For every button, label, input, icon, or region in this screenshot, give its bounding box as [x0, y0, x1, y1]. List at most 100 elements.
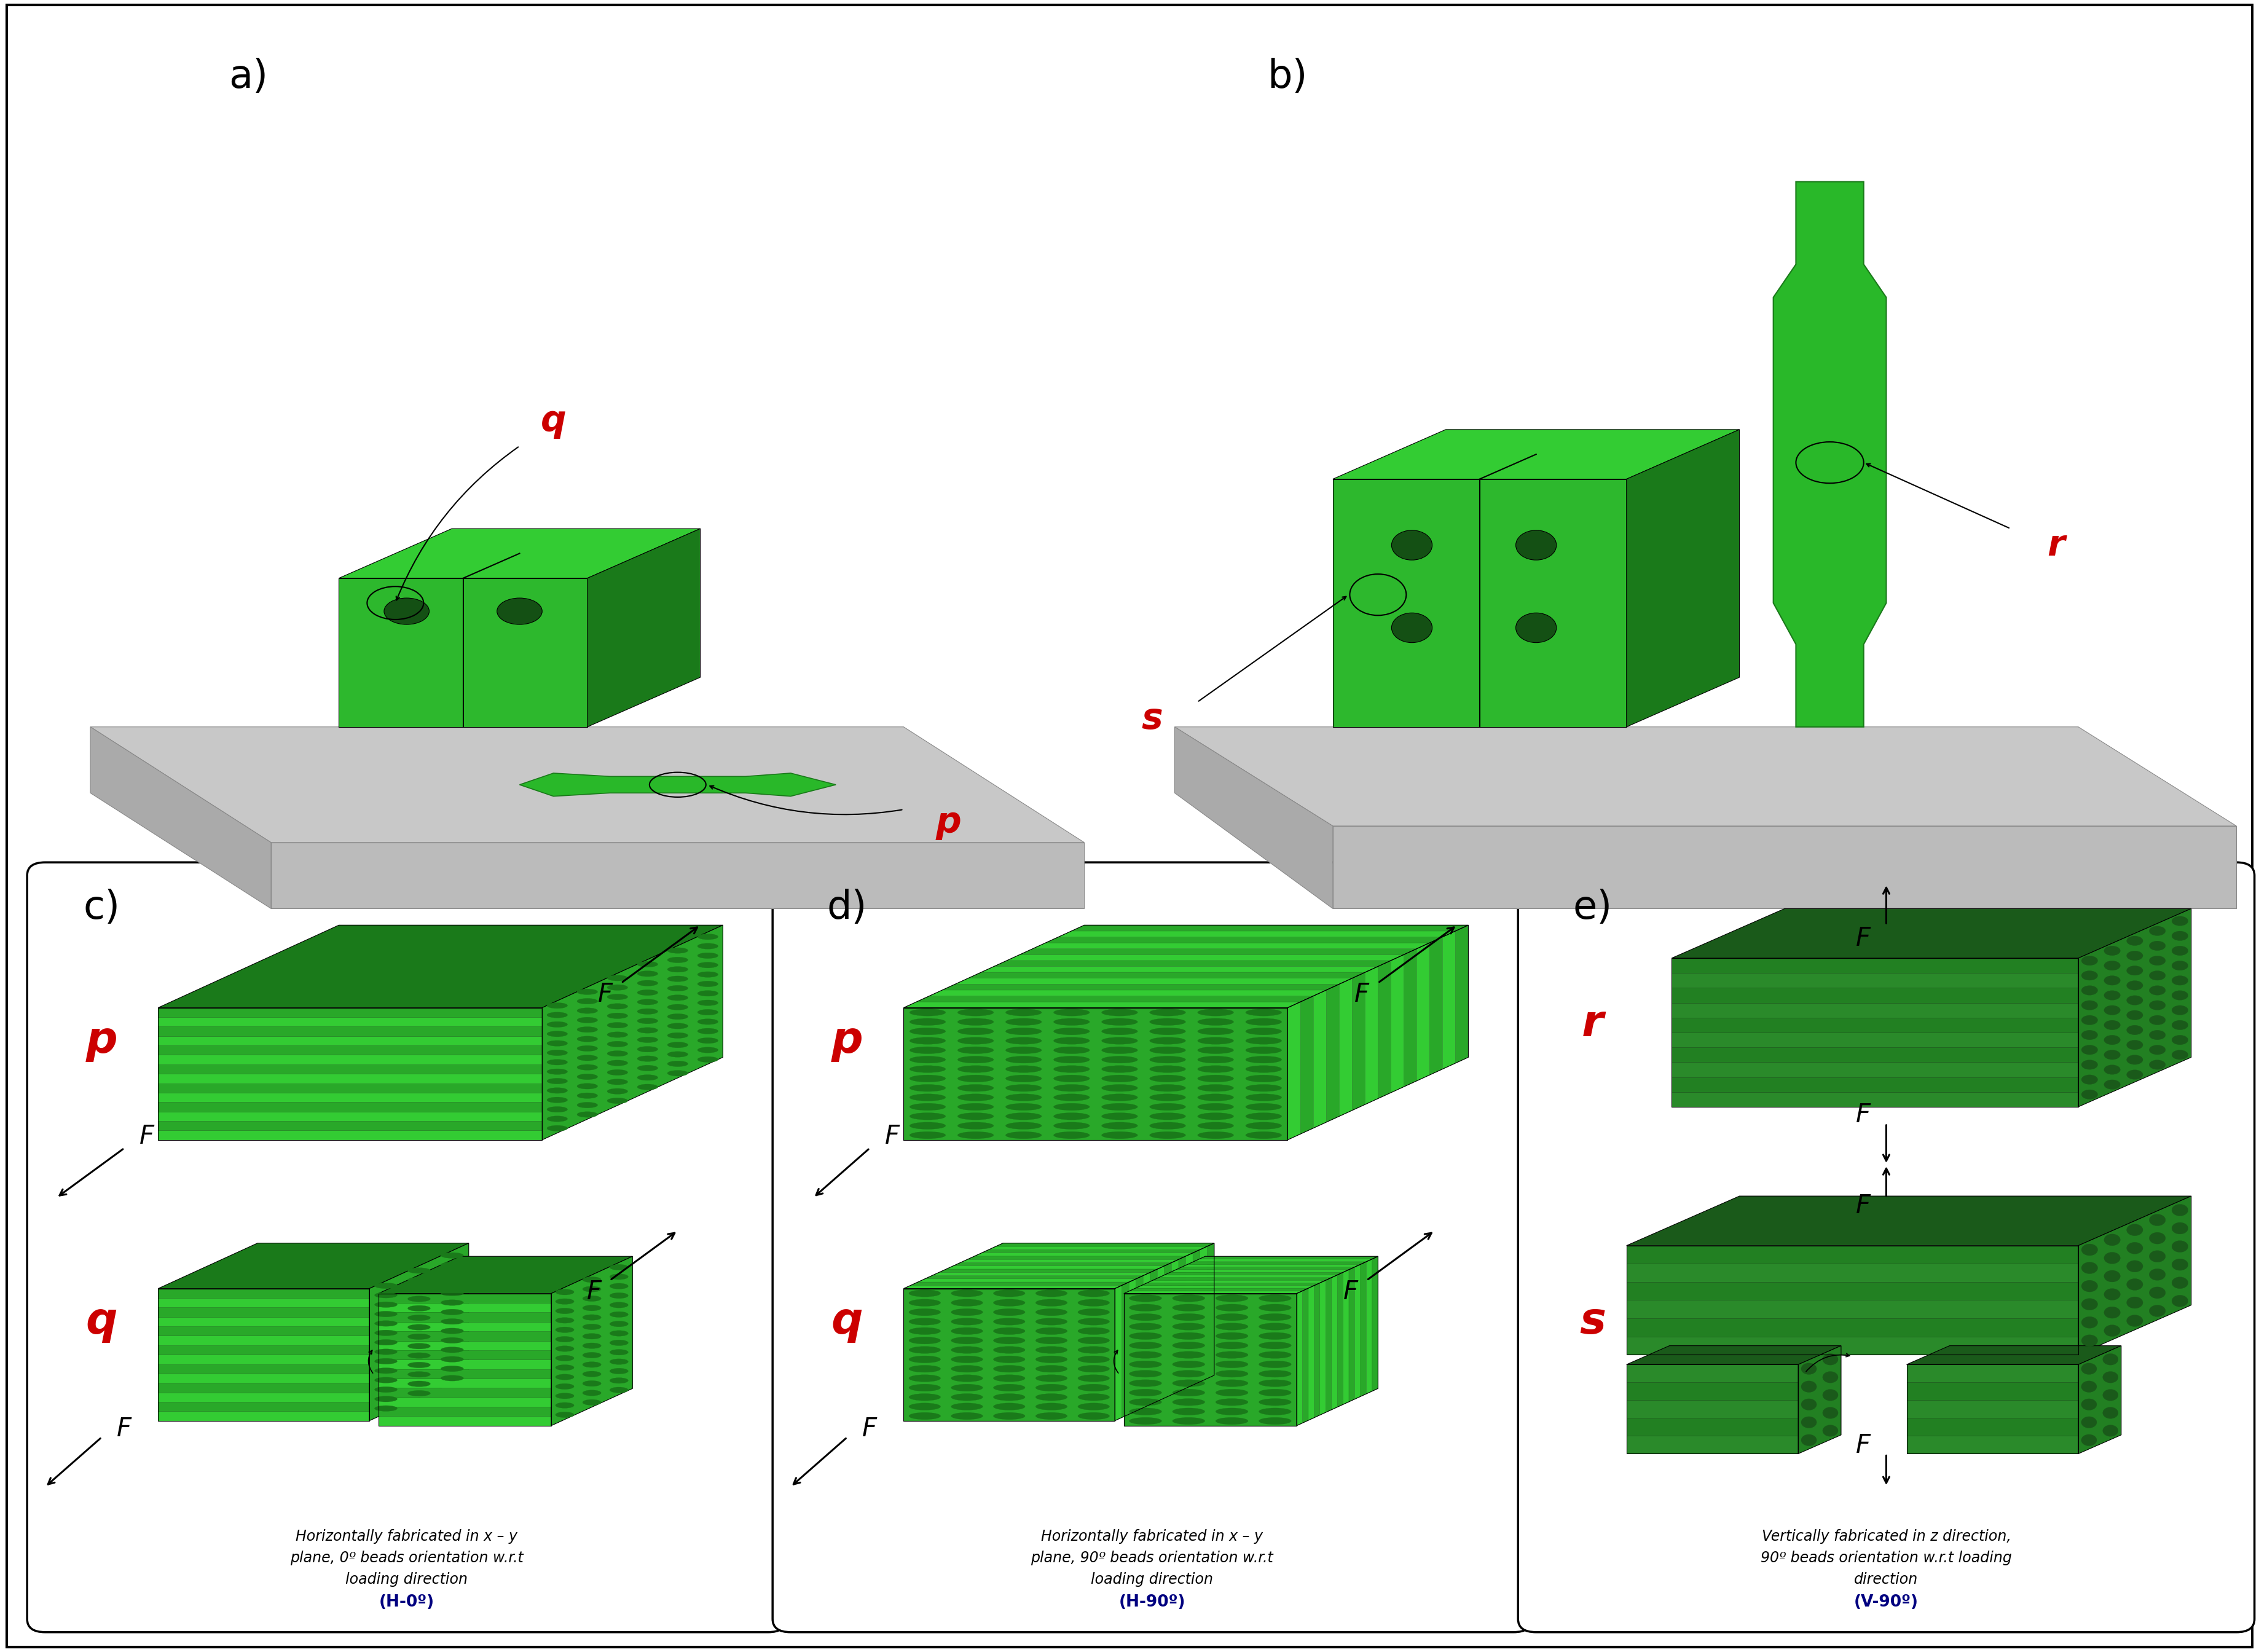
Ellipse shape	[608, 1003, 628, 1009]
Ellipse shape	[637, 1066, 657, 1070]
Ellipse shape	[958, 1104, 994, 1110]
Polygon shape	[1125, 1294, 1297, 1426]
Ellipse shape	[910, 1075, 947, 1082]
Ellipse shape	[698, 933, 718, 940]
Ellipse shape	[2171, 991, 2189, 999]
Ellipse shape	[637, 1056, 657, 1062]
Polygon shape	[1392, 955, 1403, 1092]
Ellipse shape	[908, 1298, 940, 1307]
Polygon shape	[158, 1018, 542, 1026]
Ellipse shape	[666, 985, 689, 991]
Ellipse shape	[1053, 1056, 1089, 1064]
Ellipse shape	[1172, 1408, 1204, 1416]
Ellipse shape	[1005, 1009, 1041, 1016]
Polygon shape	[380, 1322, 551, 1332]
Ellipse shape	[1102, 1056, 1139, 1064]
Ellipse shape	[2126, 937, 2144, 945]
Ellipse shape	[610, 1368, 628, 1374]
Ellipse shape	[2081, 1399, 2096, 1411]
Polygon shape	[1672, 1018, 2078, 1032]
Ellipse shape	[666, 957, 689, 963]
Ellipse shape	[1172, 1303, 1204, 1312]
Ellipse shape	[2081, 1061, 2099, 1069]
Ellipse shape	[666, 1023, 689, 1029]
Polygon shape	[158, 1336, 370, 1345]
Ellipse shape	[2171, 1222, 2189, 1234]
Ellipse shape	[637, 999, 657, 1004]
FancyBboxPatch shape	[27, 862, 786, 1632]
Ellipse shape	[1823, 1353, 1839, 1365]
Ellipse shape	[1053, 1132, 1089, 1138]
Ellipse shape	[1215, 1303, 1247, 1312]
Polygon shape	[983, 1249, 1200, 1252]
Ellipse shape	[908, 1394, 940, 1401]
Ellipse shape	[556, 1374, 574, 1379]
Ellipse shape	[2103, 1021, 2121, 1029]
Polygon shape	[1626, 1365, 1798, 1383]
Ellipse shape	[2171, 1295, 2189, 1307]
Ellipse shape	[2081, 1075, 2099, 1084]
Ellipse shape	[698, 999, 718, 1006]
Polygon shape	[158, 1046, 542, 1056]
Polygon shape	[1672, 1047, 2078, 1062]
Ellipse shape	[441, 1272, 463, 1277]
Text: $F$: $F$	[596, 981, 614, 1008]
Ellipse shape	[1258, 1341, 1292, 1350]
Ellipse shape	[556, 1393, 574, 1399]
Ellipse shape	[441, 1290, 463, 1297]
Ellipse shape	[1078, 1403, 1109, 1411]
Ellipse shape	[1172, 1351, 1204, 1358]
Polygon shape	[1175, 727, 2236, 826]
Polygon shape	[1626, 1300, 2078, 1318]
Ellipse shape	[908, 1365, 940, 1373]
Ellipse shape	[910, 1018, 947, 1026]
Ellipse shape	[2148, 1305, 2166, 1317]
Polygon shape	[1175, 727, 1333, 909]
Ellipse shape	[637, 1046, 657, 1052]
Polygon shape	[1326, 985, 1340, 1122]
Ellipse shape	[910, 1122, 947, 1130]
Ellipse shape	[2171, 1006, 2189, 1014]
Polygon shape	[1186, 1252, 1193, 1388]
Ellipse shape	[1035, 1336, 1066, 1345]
Ellipse shape	[908, 1308, 940, 1315]
Polygon shape	[994, 960, 1392, 966]
Ellipse shape	[2126, 966, 2144, 975]
Text: c): c)	[84, 889, 120, 927]
Ellipse shape	[547, 1059, 567, 1066]
Ellipse shape	[994, 1412, 1026, 1419]
Polygon shape	[380, 1388, 551, 1398]
Ellipse shape	[2148, 1031, 2166, 1039]
Ellipse shape	[547, 1087, 567, 1094]
Ellipse shape	[951, 1290, 983, 1297]
Ellipse shape	[698, 981, 718, 986]
Polygon shape	[942, 985, 1340, 990]
Ellipse shape	[583, 1353, 601, 1358]
Ellipse shape	[908, 1374, 940, 1381]
Ellipse shape	[2103, 947, 2121, 955]
Polygon shape	[980, 966, 1378, 973]
Ellipse shape	[1102, 1037, 1139, 1044]
Ellipse shape	[2148, 942, 2166, 950]
Ellipse shape	[547, 1013, 567, 1018]
Polygon shape	[1430, 937, 1444, 1075]
Polygon shape	[1672, 909, 2191, 958]
Ellipse shape	[994, 1336, 1026, 1345]
Ellipse shape	[608, 1013, 628, 1019]
Ellipse shape	[2171, 1204, 2189, 1216]
Ellipse shape	[666, 976, 689, 981]
Ellipse shape	[1392, 613, 1432, 643]
Ellipse shape	[2081, 957, 2099, 965]
Ellipse shape	[547, 1125, 567, 1132]
Ellipse shape	[637, 980, 657, 986]
Ellipse shape	[2103, 1389, 2119, 1401]
Ellipse shape	[1245, 1066, 1281, 1072]
Polygon shape	[1179, 1256, 1186, 1391]
Ellipse shape	[1823, 1408, 1839, 1419]
Polygon shape	[380, 1416, 551, 1426]
Ellipse shape	[375, 1406, 398, 1411]
Ellipse shape	[1392, 530, 1432, 560]
Polygon shape	[1148, 1280, 1326, 1284]
Polygon shape	[158, 1084, 542, 1092]
Polygon shape	[158, 1327, 370, 1336]
